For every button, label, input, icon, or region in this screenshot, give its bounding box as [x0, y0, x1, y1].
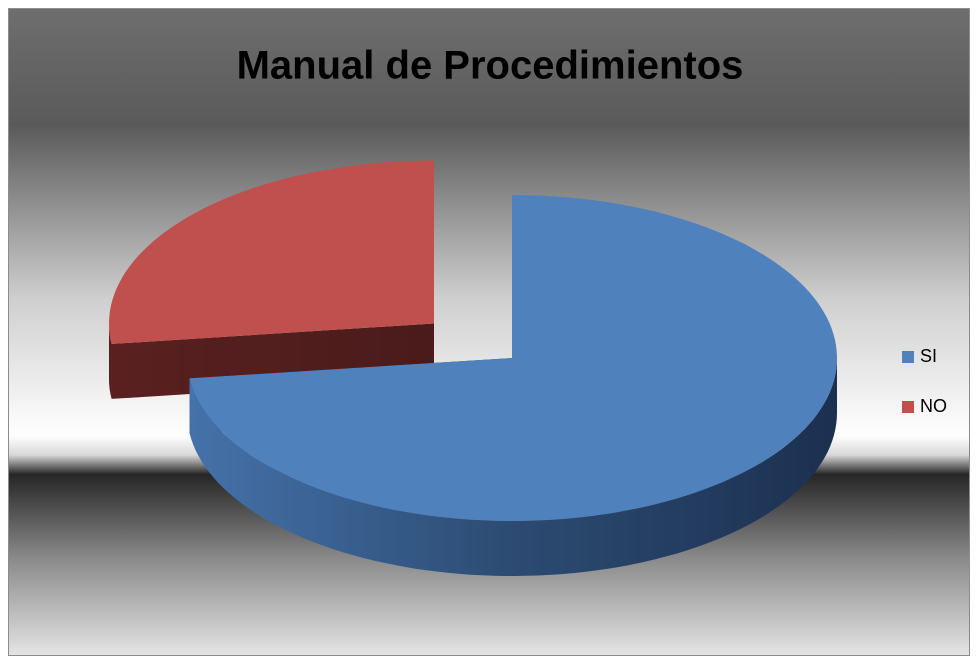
legend-label: NO	[920, 396, 947, 416]
chart-title: Manual de Procedimientos	[237, 44, 744, 88]
legend-swatch	[902, 351, 914, 363]
slice-top	[189, 195, 838, 521]
slice-top	[109, 160, 434, 344]
slice-side	[189, 358, 838, 576]
slice-side	[109, 323, 112, 399]
legend-label: SI	[920, 346, 937, 366]
legend-swatch	[902, 401, 914, 413]
